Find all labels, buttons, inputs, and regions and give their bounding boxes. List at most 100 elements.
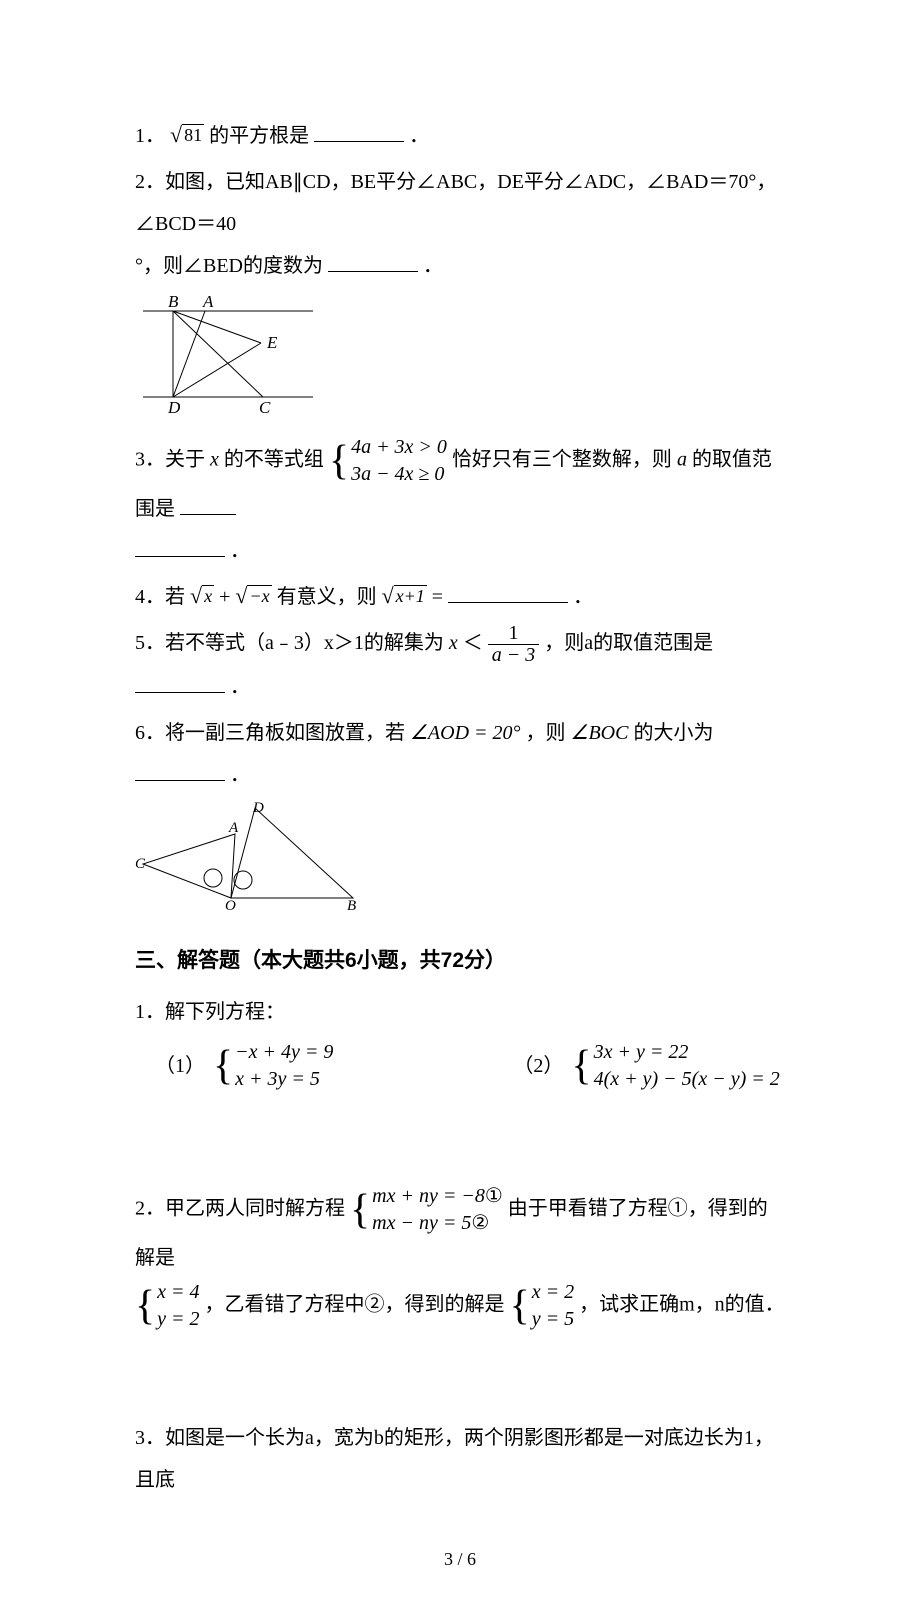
- q2-punct: ．: [423, 255, 443, 277]
- p1-label1: （1）: [155, 1045, 205, 1087]
- sqrt-81: √ 81: [170, 124, 204, 147]
- p2-tail: ，试求正确m，n的值．: [579, 1294, 785, 1316]
- label-B: B: [347, 898, 356, 910]
- frac-num: 1: [488, 623, 540, 644]
- blank: [135, 761, 225, 781]
- label-C: C: [135, 856, 146, 872]
- label-A: A: [202, 293, 214, 311]
- q4-punct: ．: [573, 586, 593, 608]
- q5-frac: 1 a − 3: [488, 623, 540, 666]
- sqrt-negx: √ −x: [235, 585, 271, 608]
- q4-eq: =: [432, 586, 443, 608]
- radicand: x: [202, 585, 214, 608]
- label-A: A: [228, 820, 239, 836]
- p1-systems: （1） { −x + 4y = 9 x + 3y = 5 （2） {: [155, 1039, 785, 1093]
- p2-mid2: ，乙看错了方程中②，得到的解是: [205, 1294, 505, 1316]
- spacer: [135, 1337, 785, 1417]
- q3-eq2: 3a − 4x ≥ 0: [351, 461, 447, 488]
- radical-sign: √: [190, 585, 202, 607]
- p3-line: 3．如图是一个长为a，宽为b的矩形，两个阴影图形都是一对底边长为1，且底: [135, 1427, 774, 1491]
- page-number: 3 / 6: [135, 1541, 785, 1579]
- q6-ang1: ∠AOD = 20°: [410, 722, 521, 744]
- frac-den: a − 3: [488, 644, 540, 666]
- q4-prefix: 4．若: [135, 586, 190, 608]
- radicand: −x: [247, 585, 271, 608]
- q3-eq1: 4a + 3x > 0: [351, 434, 447, 461]
- radicand: x+1: [394, 585, 427, 608]
- p1-header: 1．解下列方程：: [135, 991, 785, 1033]
- q3-mid1: 的不等式组: [224, 449, 324, 471]
- q5-mid: ，则a的取值范围是: [544, 632, 713, 654]
- question-2: 2．如图，已知AB∥CD，BE平分∠ABC，DE平分∠ADC，∠BAD＝70°，…: [135, 161, 785, 428]
- q6-svg: D A C O B: [135, 802, 360, 910]
- brace-icon: {: [213, 1045, 235, 1087]
- q6-ang2: ∠BOC: [571, 722, 629, 744]
- q3-system: { 4a + 3x > 0 3a − 4x ≥ 0: [329, 434, 447, 488]
- q6-punct: ．: [230, 764, 250, 786]
- section-3-title: 三、解答题（本大题共6小题，共72分）: [135, 939, 785, 983]
- p2-sysAb: mx − ny = 5: [372, 1212, 471, 1234]
- q2-svg: B A E D C: [135, 293, 320, 413]
- label-B: B: [168, 293, 179, 311]
- q4-mid: 有意义，则: [277, 586, 382, 608]
- p2-sysBb: y = 2: [157, 1306, 199, 1333]
- radical-sign: √: [170, 124, 182, 146]
- radicand: 81: [182, 124, 204, 147]
- q3-punct: ．: [230, 540, 250, 562]
- label-O: O: [225, 898, 236, 910]
- question-3: 3．关于 x 的不等式组 { 4a + 3x > 0 3a − 4x ≥ 0 恰…: [135, 434, 785, 572]
- q3-prefix: 3．关于: [135, 449, 210, 471]
- label-C: C: [259, 398, 271, 413]
- q1-punct: ．: [409, 125, 429, 147]
- p1-sys1: （1） { −x + 4y = 9 x + 3y = 5: [155, 1039, 333, 1093]
- q2-line2: °，则∠BED的度数为: [135, 255, 323, 277]
- brace-icon: {: [135, 1285, 157, 1327]
- blank: [135, 537, 225, 557]
- question-5: 5．若不等式（a﹣3）x＞1的解集为 x ＜ 1 a − 3 ，则a的取值范围是…: [135, 622, 785, 708]
- p1-sys2a: 3x + y = 22: [594, 1039, 780, 1066]
- question-6: 6．将一副三角板如图放置，若 ∠AOD = 20° ，则 ∠BOC 的大小为 ．…: [135, 712, 785, 925]
- question-4: 4．若 √ x + √ −x 有意义，则 √ x+1 = ．: [135, 576, 785, 618]
- p2-sysB: { x = 4 y = 2: [135, 1279, 200, 1333]
- brace-icon: {: [329, 440, 351, 482]
- p1-sys1a: −x + 4y = 9: [235, 1039, 333, 1066]
- p2-sysAa: mx + ny = −8: [372, 1185, 485, 1207]
- sqrt-xp1: √ x+1: [382, 585, 427, 608]
- blank: [328, 252, 418, 272]
- q6-mid: ，则: [526, 722, 571, 744]
- q6-prefix: 6．将一副三角板如图放置，若: [135, 722, 410, 744]
- brace-icon: {: [571, 1045, 593, 1087]
- blank: [180, 495, 236, 515]
- p2-sysA: { mx + ny = −8① mx − ny = 5②: [350, 1183, 503, 1237]
- q5-punct: ．: [230, 676, 250, 698]
- p2-sysCb: y = 5: [532, 1306, 574, 1333]
- q2-line2-wrap: °，则∠BED的度数为 ．: [135, 245, 785, 287]
- problem-3: 3．如图是一个长为a，宽为b的矩形，两个阴影图形都是一对底边长为1，且底: [135, 1417, 785, 1501]
- q6-tail: 的大小为: [633, 722, 713, 744]
- q5-var: x: [449, 632, 458, 654]
- q3-cont: ．: [135, 530, 785, 572]
- q5-prefix: 5．若不等式（a﹣3）x＞1的解集为: [135, 632, 449, 654]
- q3-var: x: [210, 449, 219, 471]
- question-1: 1． √ 81 的平方根是 ．: [135, 115, 785, 157]
- q3-var2: a: [677, 449, 687, 471]
- p2-prefix: 2．甲乙两人同时解方程: [135, 1198, 345, 1220]
- q3-mid2: 恰好只有三个整数解，则: [452, 449, 677, 471]
- problem-1: 1．解下列方程： （1） { −x + 4y = 9 x + 3y = 5 （2…: [135, 991, 785, 1093]
- p2-sysC: { x = 2 y = 5: [510, 1279, 575, 1333]
- plus-sign: +: [219, 586, 230, 608]
- sqrt-x: √ x: [190, 585, 214, 608]
- p1-label2: （2）: [513, 1045, 563, 1087]
- q5-lt: ＜: [463, 632, 483, 654]
- page-content: 1． √ 81 的平方根是 ． 2．如图，已知AB∥CD，BE平分∠ABC，DE…: [0, 0, 920, 1619]
- label-D: D: [252, 802, 264, 816]
- brace-icon: {: [510, 1285, 532, 1327]
- blank: [314, 122, 404, 142]
- circled-1: ①: [485, 1185, 503, 1207]
- spacer: [135, 1143, 785, 1183]
- blank: [448, 583, 568, 603]
- p1-sys2b: 4(x + y) − 5(x − y) = 2: [594, 1066, 780, 1093]
- q6-figure: D A C O B: [135, 802, 785, 925]
- radical-sign: √: [235, 585, 247, 607]
- q1-prefix: 1．: [135, 125, 165, 147]
